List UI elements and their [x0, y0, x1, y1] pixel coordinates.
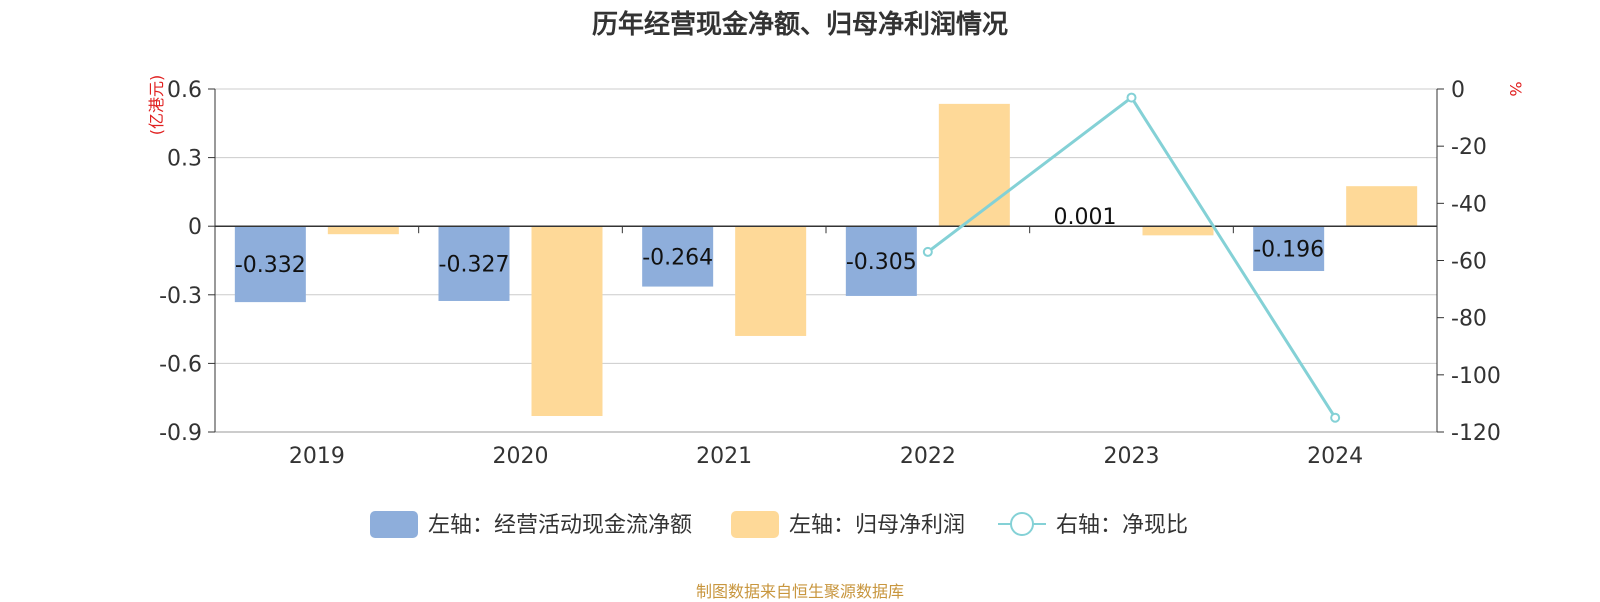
- category-label: 2020: [493, 444, 549, 469]
- cash-bar: [438, 226, 510, 301]
- legend-swatch-cash: [370, 511, 418, 538]
- legend-label-profit: 左轴：归母净利润: [789, 513, 965, 538]
- cash-bar: [1253, 226, 1325, 272]
- legend-swatch-profit: [731, 511, 779, 538]
- cash-bar-label: -0.305: [846, 250, 917, 275]
- ratio-line: [922, 92, 1341, 423]
- profit-bar: [1346, 186, 1418, 227]
- ratio-point: [1126, 92, 1137, 103]
- cash-bar-label: -0.327: [439, 253, 510, 278]
- left-tick-label: -0.6: [159, 352, 202, 377]
- ratio-point: [922, 246, 933, 257]
- grid-lines: [215, 88, 1437, 433]
- profit-bar: [735, 226, 807, 336]
- legend: 左轴：经营活动现金流净额 左轴：归母净利润 右轴：净现比: [370, 511, 1188, 538]
- left-tick-label: 0.3: [167, 147, 202, 172]
- right-tick-label: -20: [1451, 135, 1487, 160]
- legend-swatch-ratio-marker: [1010, 512, 1034, 536]
- category-label: 2024: [1307, 444, 1363, 469]
- left-tick-label: -0.9: [159, 421, 202, 446]
- category-label: 2023: [1104, 444, 1160, 469]
- cash-bar: [234, 226, 306, 303]
- profit-bar: [938, 103, 1010, 227]
- right-tick-label: -120: [1451, 421, 1501, 446]
- right-tick-label: -40: [1451, 192, 1487, 217]
- right-axis-unit: %: [1506, 81, 1525, 96]
- profit-bar: [1142, 226, 1214, 236]
- left-tick-label: -0.3: [159, 284, 202, 309]
- cash-bar: [845, 226, 917, 296]
- left-tick-label: 0.6: [167, 78, 202, 103]
- axes: 0.6 0.3 0 -0.3 -0.6 -0.9 0 -20 -40 -60 -80 -100 -120…: [147, 75, 1525, 469]
- cash-bar-label: -0.196: [1253, 238, 1324, 263]
- profit-bar: [531, 226, 603, 416]
- category-label: 2019: [289, 444, 345, 469]
- right-tick-label: -80: [1451, 307, 1487, 332]
- right-tick-label: -60: [1451, 250, 1487, 275]
- category-label: 2022: [900, 444, 956, 469]
- cash-bar-label: 0.001: [1054, 205, 1117, 230]
- cash-bar-label: -0.332: [235, 253, 306, 278]
- cash-bar: [642, 226, 714, 287]
- legend-label-ratio: 右轴：净现比: [1056, 513, 1188, 538]
- profit-bar: [327, 226, 399, 235]
- right-tick-label: -100: [1451, 364, 1501, 389]
- left-tick-label: 0: [188, 215, 202, 240]
- ratio-point: [1330, 412, 1341, 423]
- category-label: 2021: [696, 444, 752, 469]
- cash-bar-label: -0.264: [642, 245, 713, 270]
- left-axis-unit: (亿港元): [147, 75, 166, 136]
- data-labels: -0.332 -0.327 -0.264 -0.305 0.001 -0.196: [235, 205, 1324, 278]
- chart-title: 历年经营现金净额、归母净利润情况: [591, 10, 1008, 40]
- legend-label-cash: 左轴：经营活动现金流净额: [428, 513, 692, 538]
- bars: [234, 103, 1418, 416]
- source-note: 制图数据来自恒生聚源数据库: [695, 582, 904, 601]
- right-tick-label: 0: [1451, 78, 1465, 103]
